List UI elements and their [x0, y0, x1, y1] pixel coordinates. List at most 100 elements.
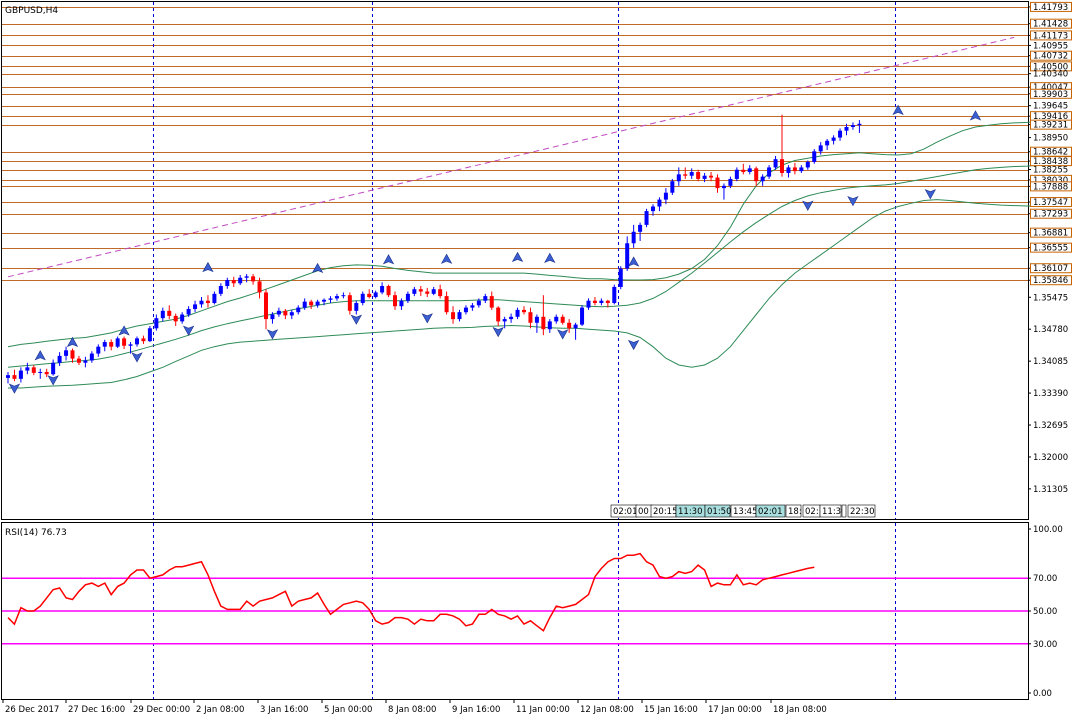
price-axis[interactable]: 1.41793 1.414281.411731.409551.407321.405… — [1028, 1, 1072, 495]
trendline[interactable] — [7, 36, 1015, 278]
candle — [302, 298, 307, 310]
candle — [799, 165, 804, 173]
candle — [644, 208, 649, 228]
time-tags: 02:01 00 20:15 11:30 01:50 13:45 02:01 18: 02: 11… — [610, 504, 876, 518]
candle — [115, 336, 120, 349]
fractal-down-icon — [924, 189, 937, 200]
candle-body — [721, 185, 726, 189]
candle — [122, 336, 127, 349]
candle — [186, 306, 191, 317]
fractal-up-icon — [969, 110, 982, 121]
fractal-down-icon — [802, 200, 814, 211]
candle-body — [328, 298, 333, 300]
price-tag-inner — [1031, 209, 1071, 218]
candle — [341, 292, 346, 299]
candle — [838, 128, 843, 141]
price-tag-inner — [1031, 19, 1071, 28]
fractals — [8, 104, 982, 394]
candle-body — [141, 338, 146, 342]
candle — [715, 174, 720, 193]
candle — [451, 306, 456, 324]
candle-body — [154, 318, 159, 329]
candle-body — [76, 358, 81, 363]
candle — [651, 204, 655, 216]
time-tag-label: 02:01 — [758, 507, 783, 517]
candle — [109, 339, 114, 351]
fractal-up-icon — [382, 254, 395, 265]
candle-body — [102, 342, 107, 347]
candle-body — [573, 324, 578, 329]
candle-body — [257, 281, 262, 293]
price-tag-inner — [1031, 31, 1071, 40]
time-tick-label: 9 Jan 16:00 — [452, 705, 500, 715]
price-tick-label: 1.34780 — [1033, 325, 1068, 335]
candle-body — [418, 289, 423, 292]
candle — [786, 165, 791, 178]
candle-body — [160, 310, 165, 319]
price-tick-label: 1.40047 — [1033, 83, 1068, 93]
candle — [812, 149, 817, 164]
time-tick-label: 18 Jan 08:00 — [773, 705, 827, 715]
candle-body — [64, 350, 69, 356]
candle-body — [496, 307, 501, 322]
candle — [496, 306, 501, 326]
candle-body — [283, 310, 288, 316]
candle-body — [683, 174, 688, 176]
candle — [360, 291, 365, 306]
candle — [270, 312, 275, 324]
price-tick-label: 1.33390 — [1033, 389, 1068, 399]
candle — [580, 305, 585, 326]
candle — [251, 274, 256, 285]
candle — [141, 335, 146, 344]
candle-body — [431, 289, 436, 294]
price-tag-inner — [1031, 83, 1071, 92]
fractal-up-icon — [66, 336, 79, 348]
price-tick-label: 1.39645 — [1033, 102, 1068, 112]
candle-body — [225, 280, 230, 287]
price-tag-inner — [1031, 175, 1071, 184]
candle — [328, 296, 333, 304]
price-tick-label: 1.38950 — [1033, 134, 1068, 144]
price-tag-inner — [1031, 120, 1071, 129]
candle-body — [689, 172, 694, 176]
candle — [747, 165, 752, 175]
candle — [831, 135, 836, 145]
horizontal-levels — [2, 7, 1028, 281]
candle-body — [838, 130, 843, 138]
candle — [444, 291, 449, 315]
candle-body — [476, 300, 481, 306]
candle-body — [122, 338, 127, 346]
candle — [573, 322, 578, 340]
rsi-line — [7, 552, 815, 632]
candle-body — [393, 295, 397, 307]
price-tick-label: 1.39231 — [1033, 121, 1068, 131]
candle-body — [825, 140, 830, 146]
time-tag-label: 00 — [638, 507, 649, 517]
candle-body — [644, 211, 649, 225]
fractal-down-icon — [266, 329, 279, 340]
price-tick-label: 1.38030 — [1033, 176, 1068, 186]
candle-body — [631, 231, 636, 244]
rsi-tick-label: 30.00 — [1033, 640, 1057, 650]
candle — [264, 289, 268, 330]
price-tick-label: 1.40500 — [1033, 62, 1068, 72]
candle-body — [238, 277, 243, 284]
candle — [638, 222, 643, 241]
candle-body — [231, 280, 236, 284]
price-tick-label: 1.38642 — [1033, 148, 1068, 158]
candle — [83, 356, 88, 368]
price-tick-label: 1.41428 — [1033, 20, 1068, 30]
candle — [225, 277, 230, 289]
candle-body — [115, 338, 120, 347]
time-tag-label: 01:50 — [707, 507, 732, 517]
candle-body — [128, 344, 133, 346]
candle — [289, 309, 294, 320]
candle-body — [354, 303, 359, 311]
price-tick-label: 1.34085 — [1033, 357, 1068, 367]
candle — [522, 306, 526, 315]
candle — [180, 312, 185, 324]
candle-body — [715, 177, 720, 189]
candle-body — [586, 300, 591, 308]
